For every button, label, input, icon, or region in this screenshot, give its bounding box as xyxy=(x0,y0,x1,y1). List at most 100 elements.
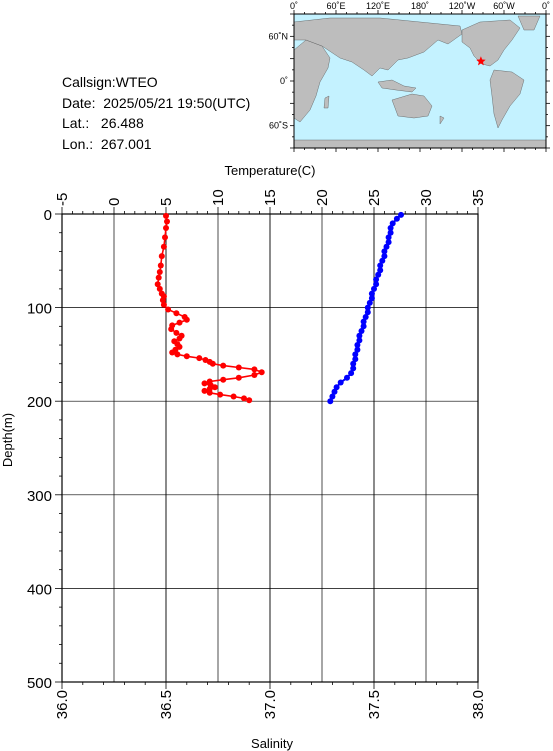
temperature-point xyxy=(156,285,163,292)
map-lat-label: 60˚N xyxy=(268,31,288,41)
salinity-point xyxy=(360,323,367,330)
temperature-point xyxy=(163,225,169,231)
salinity-point xyxy=(385,234,392,241)
salinity-point xyxy=(381,253,388,260)
salinity-point xyxy=(393,215,400,222)
temperature-point xyxy=(173,310,180,317)
temperature-point xyxy=(160,243,167,250)
callsign-line: Callsign:WTEO xyxy=(62,72,250,93)
temperature-point xyxy=(241,395,247,402)
callsign-value: WTEO xyxy=(115,74,158,90)
salinity-tick-label: 37.5 xyxy=(366,690,383,719)
temperature-point xyxy=(176,335,183,342)
star-icon xyxy=(476,56,486,66)
salinity-point xyxy=(329,393,336,400)
salinity-point xyxy=(327,398,334,405)
salinity-tick-labels: 36.0 36.5 37.0 37.5 38.0 xyxy=(54,690,487,719)
salinity-point xyxy=(354,346,361,353)
temperature-point xyxy=(157,262,164,269)
temperature-point xyxy=(209,360,216,367)
temperature-tick-labels: -5 0 5 10 15 20 25 30 35 xyxy=(54,189,487,206)
temperature-tick-label: 0 xyxy=(106,198,123,206)
salinity-point xyxy=(354,342,361,348)
temperature-point xyxy=(155,274,162,281)
salinity-tick-label: 36.0 xyxy=(54,690,71,719)
land-australia xyxy=(391,93,433,119)
map-lat-labels: 60˚N 0˚ 60˚S xyxy=(268,31,288,130)
temperature-point xyxy=(220,376,227,383)
temperature-point xyxy=(206,389,213,396)
salinity-point xyxy=(375,271,382,278)
land-south-america xyxy=(489,69,525,129)
temperature-point xyxy=(211,384,218,391)
salinity-point xyxy=(364,304,371,311)
depth-tick-label: 200 xyxy=(27,394,52,411)
temperature-tick-label: 35 xyxy=(470,189,487,206)
salinity-series xyxy=(327,211,404,405)
map-lon-labels: 0˚ 60˚E 120˚E 180˚ 120˚W 60˚W 0˚ xyxy=(290,1,550,11)
salinity-point xyxy=(387,225,394,231)
temperature-point xyxy=(169,349,176,356)
salinity-point xyxy=(352,356,359,363)
salinity-point xyxy=(371,285,377,292)
salinity-point xyxy=(383,243,390,250)
plot-frame xyxy=(61,213,479,683)
depth-tick-label: 300 xyxy=(27,488,52,505)
temperature-point xyxy=(201,380,208,387)
temperature-tick-label: -5 xyxy=(54,193,71,206)
map-lat-label: 60˚S xyxy=(269,121,288,131)
land-indonesia xyxy=(377,79,417,93)
temperature-point xyxy=(235,364,242,371)
temperature-line xyxy=(156,215,264,402)
depth-tick-label: 500 xyxy=(27,675,52,692)
salinity-tick-label: 38.0 xyxy=(470,690,487,719)
salinity-point xyxy=(387,229,394,236)
salinity-point xyxy=(379,257,386,264)
salinity-point xyxy=(381,248,388,255)
salinity-point xyxy=(368,295,375,302)
date-value: 2025/05/21 19:50(UTC) xyxy=(103,94,251,111)
lon-line: Lon.: 267.001 xyxy=(62,134,250,155)
salinity-point xyxy=(360,318,367,325)
lat-line: Lat.: 26.488 xyxy=(62,113,250,134)
salinity-point xyxy=(350,360,357,367)
temperature-point xyxy=(163,212,169,219)
salinity-point xyxy=(377,262,384,269)
temperature-tick-label: 5 xyxy=(158,198,175,206)
salinity-point xyxy=(337,379,344,386)
salinity-point xyxy=(352,351,359,358)
land-greenland xyxy=(517,15,541,31)
depth-tick-labels: 0 100 200 300 400 500 xyxy=(27,207,52,692)
temperature-point xyxy=(173,329,180,336)
land-new-zealand xyxy=(439,115,445,125)
temperature-point xyxy=(246,397,253,404)
map-lon-label: 120˚W xyxy=(449,1,476,11)
salinity-point xyxy=(358,328,365,334)
salinity-point xyxy=(377,267,384,274)
salinity-point xyxy=(398,211,404,218)
temperature-tick-label: 15 xyxy=(262,189,279,206)
temperature-point xyxy=(201,387,208,394)
callsign-label: Callsign: xyxy=(62,74,116,90)
salinity-point xyxy=(356,337,363,344)
map-lon-label: 0˚ xyxy=(290,1,298,11)
temperature-point xyxy=(183,316,190,323)
map-lon-label: 60˚W xyxy=(493,1,515,11)
temperature-series xyxy=(154,212,265,404)
land-madagascar xyxy=(323,95,330,109)
temperature-point xyxy=(164,218,170,225)
depth-tick-label: 0 xyxy=(44,207,52,224)
station-marker xyxy=(476,56,486,66)
temperature-point xyxy=(230,393,237,400)
lat-label: Lat.: xyxy=(62,115,90,131)
land-eurasia xyxy=(293,17,463,77)
temperature-point xyxy=(258,369,265,376)
temperature-point xyxy=(159,297,166,304)
salinity-point xyxy=(331,388,338,395)
land-antarctica xyxy=(293,139,547,149)
salinity-point xyxy=(366,299,373,306)
salinity-point xyxy=(356,332,363,339)
lat-value: 26.488 xyxy=(100,115,144,131)
temperature-point xyxy=(158,253,165,260)
temperature-tick-label: 10 xyxy=(210,189,227,206)
